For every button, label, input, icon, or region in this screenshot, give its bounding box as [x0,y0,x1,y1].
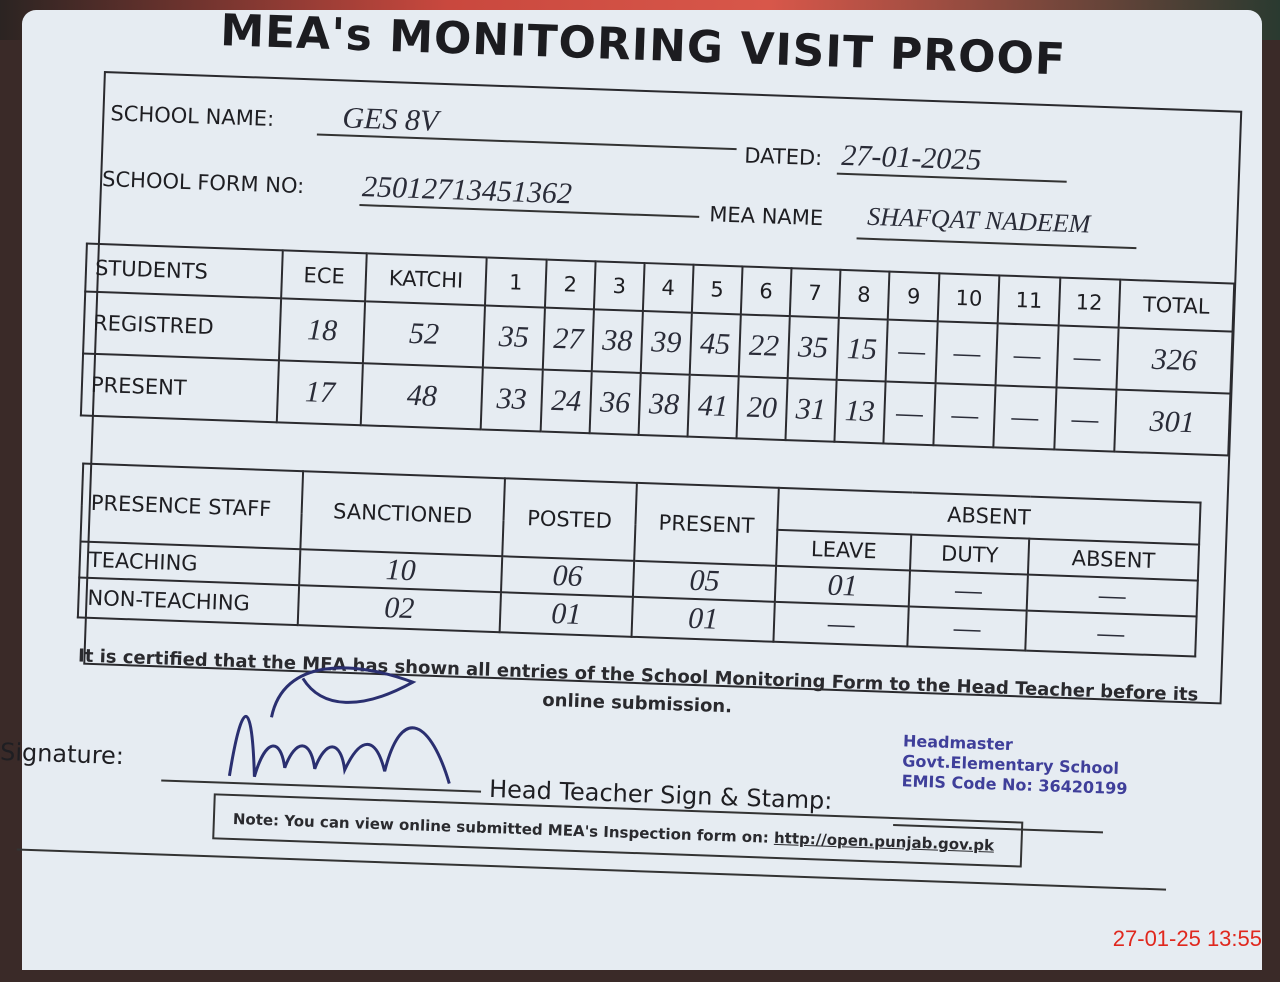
posted-header: POSTED [502,478,637,561]
cell: 326 [1116,327,1233,394]
cell: 4 [642,263,694,313]
cell: — [1026,574,1198,617]
cell: — [1056,325,1119,390]
sanctioned-header: SANCTIONED [300,471,505,557]
photo-timestamp: 27-01-25 13:55 [1112,926,1262,951]
cell: 27 [542,307,594,372]
paper-sheet [22,10,1262,970]
cell: 38 [591,309,643,373]
cell: — [1053,387,1117,452]
cell: 52 [363,301,485,368]
open-punjab-link[interactable]: http://open.punjab.gov.pk [773,828,995,855]
signature-label: Signature: [0,737,125,771]
cell: 7 [789,268,841,318]
cell: — [907,606,1027,651]
mea-name-label: MEA NAME [708,202,824,231]
cell: 11 [998,275,1060,326]
cell: 39 [640,310,692,375]
cell: — [909,570,1028,611]
cell: 10 [938,273,1000,324]
cell: KATCHI [365,253,487,306]
cell: 33 [480,367,543,432]
cell: 35 [482,305,546,370]
present-header: PRESENT [634,482,779,566]
cell: — [933,383,997,448]
cell: 18 [278,298,366,364]
cell: 45 [689,312,741,377]
absent-sub-header: ABSENT [1027,538,1200,581]
cell: 06 [500,556,635,597]
cell: 3 [593,261,645,311]
cell: 31 [785,378,837,442]
cell: — [885,319,939,384]
document-title: MEA's MONITORING VISIT PROOF [219,5,1067,86]
dated-label: DATED: [743,143,823,171]
cell: — [773,601,910,647]
cell: 48 [361,363,483,430]
school-name-value: GES 8V [341,101,439,138]
cell: 15 [836,317,888,382]
cell: 02 [297,585,501,633]
cell: 24 [540,369,592,434]
duty-header: DUTY [910,534,1030,575]
cell: 01 [631,596,775,642]
row-label: NON-TEACHING [77,577,300,626]
signature-scribble [227,666,451,784]
cell: — [1025,610,1197,657]
cell: 36 [589,371,641,435]
cell: 22 [738,314,790,379]
presence-staff-header: PRESENCE STAFF [80,463,304,550]
cell: 01 [499,592,633,637]
cell: 20 [736,376,788,441]
cell: 05 [632,560,777,602]
cell: 13 [834,379,886,444]
cell: 41 [687,374,739,439]
cell: — [935,321,999,386]
cell: ECE [281,250,368,302]
cell: 8 [838,269,890,320]
cell: 01 [774,565,911,607]
cell: 35 [787,316,839,380]
row-label: STUDENTS [85,243,283,299]
cell: 2 [545,259,596,310]
cell: 6 [740,266,792,317]
cell: TOTAL [1118,279,1235,332]
cell: 38 [638,372,690,437]
row-label: PRESENT [80,353,279,423]
leave-header: LEAVE [776,529,912,571]
cell: — [883,381,936,446]
form-no-value: 25012713451362 [361,170,573,211]
dated-value: 27-01-2025 [840,138,982,177]
cell: 9 [887,271,940,322]
row-label: REGISTRED [83,291,282,361]
school-stamp: Headmaster Govt.Elementary School EMIS Cod… [901,731,1128,799]
cell: — [993,385,1057,450]
cell: 5 [691,264,743,315]
cell: — [996,323,1059,388]
cell: 301 [1113,389,1231,456]
cell: 17 [276,360,364,426]
cell: 1 [484,257,547,308]
cell: 12 [1058,277,1120,328]
